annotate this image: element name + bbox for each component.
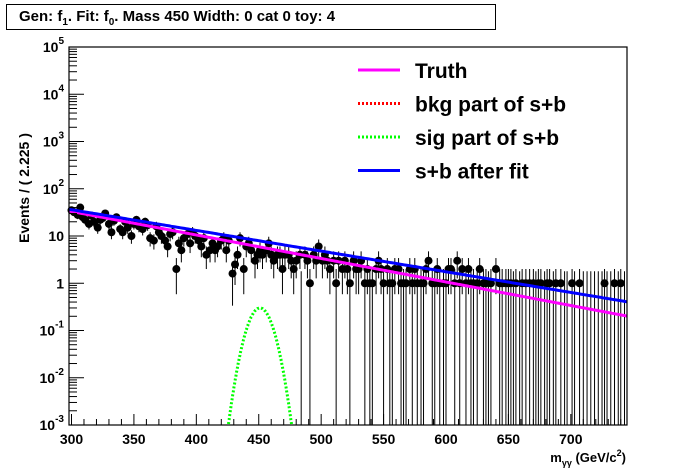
y-tick-base: 10 [43,134,59,150]
data-point [458,265,467,274]
x-label-sup: 2 [617,448,622,458]
y-tick-label: 104 [43,83,65,102]
chart-title: Gen: f1. Fit: f0. Mass 450 Width: 0 cat … [6,4,496,30]
data-point [368,279,377,288]
fit-subscript: 0 [108,17,115,28]
y-tick-base: 10 [40,370,56,386]
y-tick-exponent: 4 [58,83,64,94]
y-tick-label: 10 [48,228,64,244]
data-point [239,265,248,274]
legend-label: Truth [415,60,468,83]
y-tick-base: 10 [40,323,56,339]
y-tick-base: 10 [43,86,59,102]
data-point [545,279,554,288]
data-point [379,279,388,288]
data-point [575,279,584,288]
y-tick-label: 103 [43,131,65,150]
legend-label: sig part of s+b [415,127,559,150]
data-point [292,256,301,265]
data-point [325,265,334,274]
x-tick-label: 550 [372,431,396,447]
y-tick-base: 10 [40,417,56,433]
data-point [163,242,172,251]
data-point [402,279,411,288]
x-tick-label: 450 [247,431,271,447]
x-tick-label: 650 [497,431,521,447]
axes-layer: 300 350 400 450 500 550 600 650 7001051041031021… [40,36,622,447]
y-tick-exponent: 2 [58,178,64,189]
y-tick-label: 1 [56,275,64,291]
gen-label: Gen: f [19,8,63,25]
data-point [127,232,136,240]
x-tick-label: 600 [434,431,458,447]
data-point [123,223,132,232]
y-tick-label: 102 [43,178,65,197]
y-tick-exponent: 5 [58,36,64,47]
curve-layer [68,207,628,425]
data-point [186,239,195,248]
data-point [332,279,341,288]
y-tick-base: 10 [43,181,59,197]
data-point [233,250,242,259]
data-point [556,279,565,288]
data-point [172,265,181,274]
data-point [93,223,102,232]
data-point [536,279,545,288]
series-line-truth [68,209,628,318]
data-point [303,256,312,265]
gen-subscript: 1 [62,17,68,28]
x-tick-label: 400 [185,431,209,447]
legend-label: bkg part of s+b [415,94,566,117]
x-tick-label: 500 [309,431,333,447]
y-tick-label: 10-2 [40,367,65,386]
data-point [213,242,222,251]
data-point [475,265,484,274]
data-point [610,279,619,288]
x-label-sub: γγ [562,458,572,468]
y-tick-exponent: -1 [55,320,64,331]
data-point [149,236,158,245]
data-point [247,246,256,255]
y-tick-exponent: 3 [58,131,64,142]
data-point [491,265,500,274]
legend: Truth bkg part of s+b sig part of s+b s+b a… [358,60,566,184]
fit-label: . Fit: f [67,8,109,25]
data-point [424,256,433,265]
data-point [177,246,186,255]
x-tick-label: 300 [60,431,84,447]
data-point [89,217,98,226]
y-tick-base: 10 [43,39,59,55]
x-label-unit: (GeV/c [572,450,617,465]
data-point [345,279,354,288]
x-axis-label: mγγ (GeV/c2) [550,448,626,468]
x-tick-label: 350 [122,431,146,447]
y-tick-exponent: -3 [55,414,64,425]
x-tick-label: 700 [559,431,583,447]
title-rest: . Mass 450 Width: 0 cat 0 toy: 4 [114,8,336,25]
y-axis-label: Events / ( 2.225 ) [16,133,32,243]
data-point [107,228,116,237]
y-tick-label: 10-1 [40,320,65,339]
x-label-close: ) [622,450,626,465]
series-line-s-b-after-fit [68,207,628,304]
data-point [314,242,323,251]
y-tick-label: 10-3 [40,414,65,433]
legend-label: s+b after fit [415,161,529,184]
data-point [453,256,462,265]
data-point [305,279,314,288]
data-point [269,256,278,265]
data-layer [67,203,626,425]
x-label-main: m [550,450,562,465]
y-tick-exponent: -2 [55,367,64,378]
series-line-sig-part-of-s-b [227,306,293,425]
y-tick-label: 105 [43,36,65,55]
